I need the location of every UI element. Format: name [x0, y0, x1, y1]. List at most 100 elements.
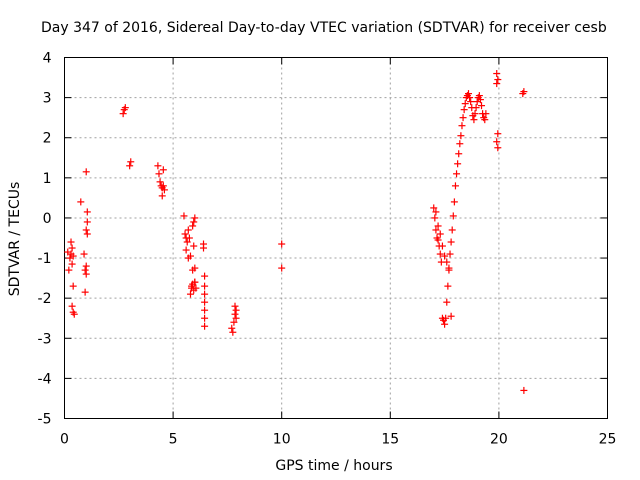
- data-point: [69, 252, 77, 260]
- data-point: [278, 264, 286, 272]
- chart-title: Day 347 of 2016, Sidereal Day-to-day VTE…: [41, 20, 607, 36]
- data-point: [434, 236, 442, 244]
- data-point: [70, 310, 78, 318]
- data-point: [126, 162, 134, 170]
- data-point: [83, 218, 91, 226]
- data-point: [464, 90, 472, 98]
- data-point: [69, 282, 77, 290]
- data-point: [81, 266, 89, 274]
- data-point: [431, 214, 439, 222]
- data-point: [278, 240, 286, 248]
- data-point: [228, 324, 236, 332]
- data-point: [191, 214, 199, 222]
- data-point: [231, 310, 239, 318]
- data-point: [82, 168, 90, 176]
- data-point: [450, 198, 458, 206]
- data-point: [457, 132, 465, 140]
- data-point: [432, 226, 440, 234]
- data-point: [201, 314, 209, 322]
- data-point: [155, 170, 163, 178]
- data-point: [482, 110, 490, 118]
- data-point: [127, 158, 135, 166]
- data-point: [67, 238, 75, 246]
- data-point: [184, 226, 192, 234]
- data-point: [453, 170, 461, 178]
- data-point: [65, 266, 73, 274]
- data-point: [201, 306, 209, 314]
- data-point: [436, 250, 444, 258]
- data-point: [186, 252, 194, 260]
- y-axis-label: SDTVAR / TECUs: [7, 182, 23, 297]
- data-point: [432, 208, 440, 216]
- data-point: [231, 302, 239, 310]
- x-tick-label: 0: [60, 432, 69, 448]
- data-point: [77, 198, 85, 206]
- data-point: [467, 98, 475, 106]
- data-point: [466, 94, 474, 102]
- data-point: [461, 100, 469, 108]
- x-tick-label: 10: [273, 432, 291, 448]
- data-points: [64, 70, 528, 394]
- data-point: [189, 222, 197, 230]
- y-tick-label: 1: [43, 171, 52, 187]
- data-point: [471, 110, 479, 118]
- data-point: [460, 106, 468, 114]
- y-tick-label: 3: [43, 91, 52, 107]
- data-point: [472, 104, 480, 112]
- data-point: [180, 212, 188, 220]
- data-point: [476, 96, 484, 104]
- y-tick-label: -3: [38, 331, 52, 347]
- x-axis-label: GPS time / hours: [275, 458, 392, 474]
- data-point: [493, 70, 501, 78]
- y-tick-label: -5: [38, 412, 52, 428]
- data-point: [444, 282, 452, 290]
- data-point: [478, 102, 486, 110]
- y-tick-label: -1: [38, 251, 52, 267]
- data-point: [159, 182, 167, 190]
- data-point: [229, 328, 237, 336]
- data-point: [494, 76, 502, 84]
- x-tick-label: 15: [381, 432, 399, 448]
- data-point: [160, 186, 168, 194]
- data-point: [82, 262, 90, 270]
- data-point: [434, 222, 442, 230]
- data-point: [68, 302, 76, 310]
- data-point: [232, 306, 240, 314]
- data-point: [436, 230, 444, 238]
- data-point: [83, 208, 91, 216]
- data-point: [191, 264, 199, 272]
- data-point: [447, 312, 455, 320]
- data-point: [494, 130, 502, 138]
- data-point: [83, 230, 91, 238]
- data-point: [520, 386, 528, 394]
- data-point: [447, 238, 455, 246]
- data-point: [451, 182, 459, 190]
- data-point: [201, 272, 209, 280]
- y-tick-label: 2: [43, 131, 52, 147]
- data-point: [449, 212, 457, 220]
- data-point: [443, 258, 451, 266]
- data-point: [493, 138, 501, 146]
- data-point: [121, 104, 129, 112]
- data-point: [481, 116, 489, 124]
- data-point: [68, 260, 76, 268]
- data-point: [82, 226, 90, 234]
- y-tick-labels: -5 -4 -3 -2 -1 0 1 2 3 4: [38, 51, 52, 428]
- data-point: [442, 314, 450, 322]
- y-tick-label: 0: [43, 211, 52, 227]
- data-point: [446, 250, 454, 258]
- data-point: [230, 318, 238, 326]
- data-point: [190, 242, 198, 250]
- data-point: [456, 140, 464, 148]
- y-tick-label: -4: [38, 371, 52, 387]
- data-point: [201, 290, 209, 298]
- data-point: [156, 178, 164, 186]
- x-tick-labels: 0 5 10 15 20 25: [60, 432, 616, 448]
- data-point: [493, 80, 501, 88]
- data-point: [470, 116, 478, 124]
- axis-ticks: [64, 57, 608, 419]
- data-point: [119, 110, 127, 118]
- data-point: [448, 226, 456, 234]
- x-tick-label: 20: [490, 432, 508, 448]
- data-point: [201, 322, 209, 330]
